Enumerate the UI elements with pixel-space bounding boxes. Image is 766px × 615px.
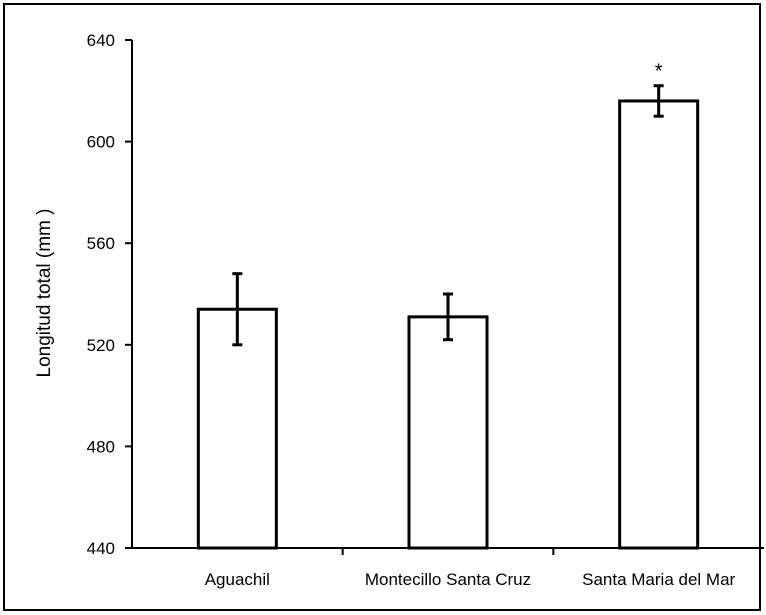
x-category-label: Santa Maria del Mar xyxy=(582,570,735,589)
bar xyxy=(618,99,700,550)
x-category-label: Montecillo Santa Cruz xyxy=(365,570,531,589)
bar xyxy=(407,315,489,550)
x-category-label: Aguachil xyxy=(205,570,270,589)
y-tick-label: 440 xyxy=(87,539,115,558)
y-tick-label: 520 xyxy=(87,336,115,355)
y-tick-label: 480 xyxy=(87,437,115,456)
y-axis-title: Longitud total (mm ) xyxy=(34,209,55,378)
y-tick-label: 560 xyxy=(87,234,115,253)
y-tick-label: 600 xyxy=(87,133,115,152)
significance-marker: * xyxy=(655,61,663,83)
y-tick-label: 640 xyxy=(87,31,115,50)
